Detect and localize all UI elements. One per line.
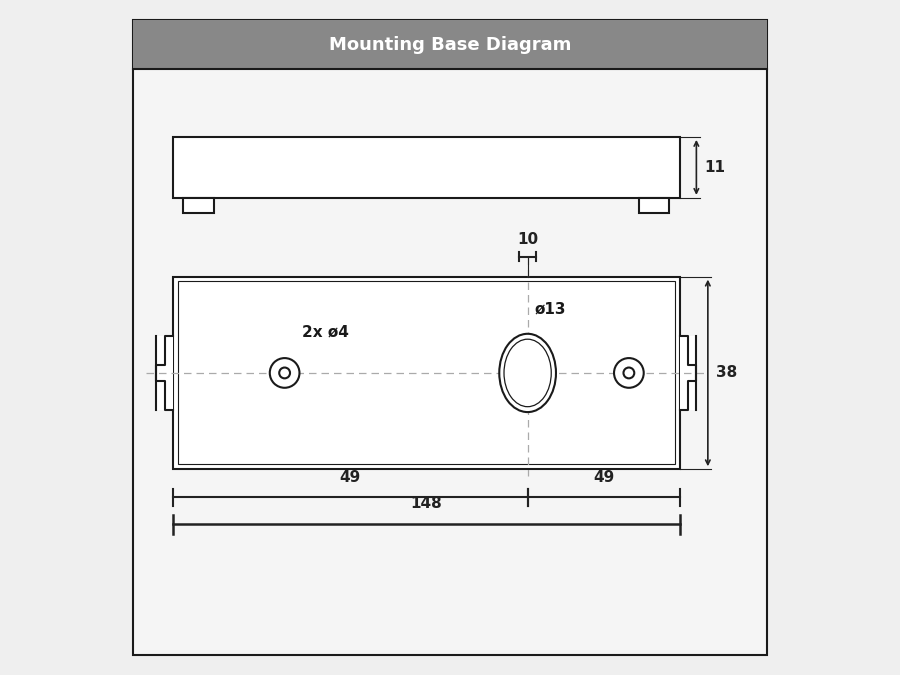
Text: Mounting Base Diagram: Mounting Base Diagram (328, 36, 572, 53)
Ellipse shape (504, 339, 551, 406)
Bar (184, 198, 214, 213)
Bar (639, 198, 670, 213)
Bar (157, 336, 173, 410)
Text: 10: 10 (518, 232, 538, 247)
Bar (680, 336, 697, 410)
Bar (133, 20, 767, 69)
Text: 49: 49 (593, 470, 614, 485)
Text: 49: 49 (340, 470, 361, 485)
Bar (173, 277, 680, 469)
Text: 11: 11 (705, 160, 725, 175)
Text: 148: 148 (410, 496, 442, 511)
Ellipse shape (500, 334, 556, 412)
Circle shape (624, 367, 634, 378)
Text: ø13: ø13 (535, 302, 566, 317)
Text: 2x ø4: 2x ø4 (302, 324, 348, 339)
Text: 38: 38 (716, 365, 737, 381)
Bar (173, 137, 680, 198)
Circle shape (270, 358, 300, 387)
Circle shape (614, 358, 644, 387)
Circle shape (279, 367, 290, 378)
Bar (178, 281, 675, 464)
